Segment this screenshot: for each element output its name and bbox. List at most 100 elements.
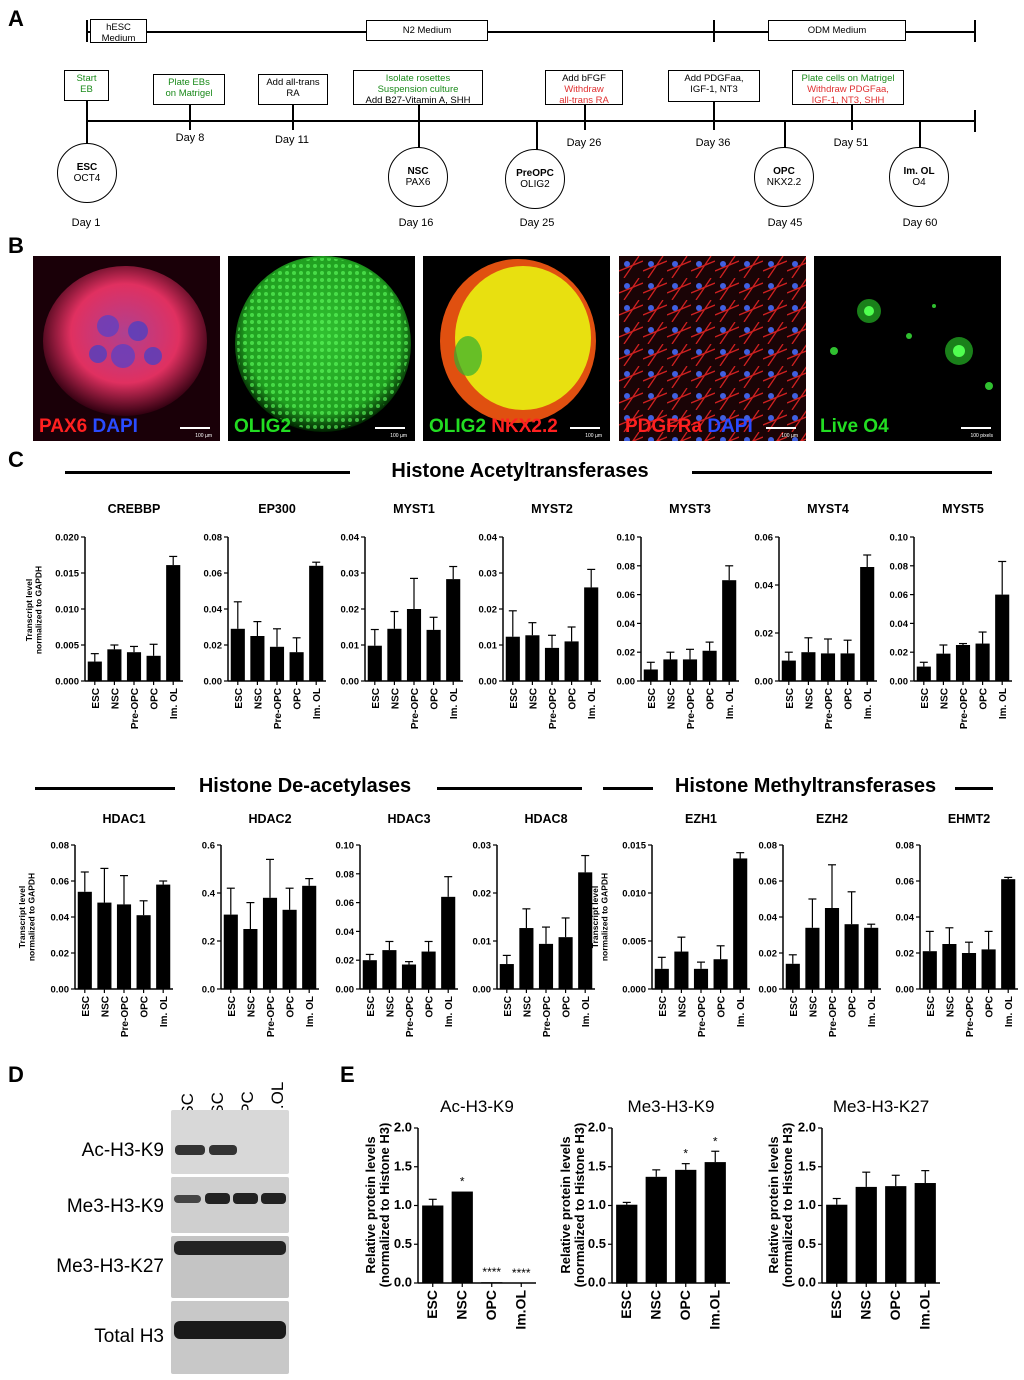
x-tick-label: Pre-OPC xyxy=(405,996,416,1037)
y-tick-label: 0.00 xyxy=(755,677,774,688)
x-tick-label: OPC xyxy=(706,688,717,710)
y-tick-label: 0.02 xyxy=(341,605,360,616)
x-tick-label: OPC xyxy=(568,688,579,710)
x-tick-label: NSC xyxy=(939,688,950,709)
y-tick-label: 0.4 xyxy=(202,889,216,900)
x-tick-label: NSC xyxy=(528,688,539,709)
bar xyxy=(387,628,402,681)
chart-title: Me3-H3-K9 xyxy=(628,1097,715,1116)
micrograph-olig2-image xyxy=(228,256,415,441)
y-tick-label: 0.04 xyxy=(336,927,355,938)
bar xyxy=(805,927,820,989)
x-tick-label: Im. OL xyxy=(169,688,180,719)
y-tick-label: 1.5 xyxy=(798,1158,816,1173)
x-tick-label: NSC xyxy=(647,1290,663,1320)
bar xyxy=(156,884,171,989)
y-tick-label: 0.005 xyxy=(622,937,646,948)
x-tick-label: NSC xyxy=(110,688,121,709)
x-tick-label: ESC xyxy=(509,688,520,709)
y-axis-label: (normalized to Histone H3) xyxy=(572,1123,587,1288)
x-tick-label: Im. OL xyxy=(587,688,598,719)
x-tick-label: Im. OL xyxy=(867,996,878,1027)
y-tick-label: 0.08 xyxy=(896,841,915,852)
scale-bar-text: 100 µm xyxy=(390,433,407,439)
stage-day-opc: Day 45 xyxy=(767,217,803,229)
x-tick-label: ESC xyxy=(658,996,669,1017)
chart-title: CREBBP xyxy=(108,502,161,516)
chart-title: MYST2 xyxy=(531,502,573,516)
y-tick-label: 0.03 xyxy=(341,569,360,580)
y-tick-label: 2.0 xyxy=(394,1120,412,1135)
blot-strip-total-h3 xyxy=(171,1301,289,1374)
micrograph-olig2-nkx22-image xyxy=(423,256,610,441)
bar xyxy=(785,963,800,989)
stage-day-esc: Day 1 xyxy=(71,217,101,229)
x-tick-label: Im. OL xyxy=(312,688,323,719)
y-tick-label: 0.01 xyxy=(479,641,498,652)
bar xyxy=(230,628,245,681)
chart-title: MYST4 xyxy=(807,502,849,516)
y-tick-label: 0.000 xyxy=(622,985,646,996)
y-tick-label: 0.5 xyxy=(588,1236,606,1251)
y-tick-label: 0.08 xyxy=(759,841,778,852)
y-tick-label: 0.02 xyxy=(204,641,223,652)
x-tick-label: Pre-OPC xyxy=(410,688,421,729)
x-tick-label: ESC xyxy=(91,688,102,709)
y-tick-label: 0.0 xyxy=(394,1275,412,1290)
y-tick-label: 0.01 xyxy=(341,641,360,652)
x-tick-label: OPC xyxy=(985,996,996,1018)
x-tick-label: ESC xyxy=(920,688,931,709)
bar xyxy=(914,1183,936,1283)
bar xyxy=(643,669,658,681)
y-tick-label: 0.02 xyxy=(617,648,636,659)
y-tick-label: 0.10 xyxy=(336,841,355,852)
y-tick-label: 0.04 xyxy=(341,533,360,544)
bar xyxy=(916,666,931,681)
bar xyxy=(922,951,937,989)
micrograph-live-o4: Live O4 100 pixels xyxy=(814,256,1001,441)
panel-label-e: E xyxy=(340,1062,355,1087)
y-tick-label: 1.5 xyxy=(394,1158,412,1173)
bar xyxy=(733,858,748,989)
bar xyxy=(302,885,317,989)
bar xyxy=(981,949,996,989)
x-tick-label: Im.OL xyxy=(916,1290,932,1330)
chart-title: Me3-H3-K27 xyxy=(833,1097,929,1116)
panel-label-b: B xyxy=(8,233,24,258)
micrograph-pdgfra-dapi: PDGFRa DAPI 100 µm xyxy=(619,256,806,441)
y-tick-label: 0.06 xyxy=(755,533,774,544)
y-tick-label: 0.5 xyxy=(394,1236,412,1251)
section-title-hmt: Histone Methyltransferases xyxy=(674,775,937,797)
bar xyxy=(505,636,520,681)
micrograph-label: PDGFRa DAPI xyxy=(625,416,753,437)
bar xyxy=(564,641,579,681)
y-axis-label: Relative protein levels xyxy=(363,1136,378,1273)
x-tick-label: Im. OL xyxy=(159,996,170,1027)
step-box-plate-ebs: Plate EBs on Matrigel xyxy=(153,74,225,105)
bar xyxy=(426,629,441,681)
blot-band xyxy=(174,1321,286,1339)
significance-marker: **** xyxy=(512,1266,531,1280)
bar xyxy=(544,647,560,681)
y-tick-label: 0.6 xyxy=(202,841,215,852)
y-axis-label: Relative protein levels xyxy=(558,1136,573,1273)
y-tick-label: 1.0 xyxy=(394,1197,412,1212)
x-tick-label: OPC xyxy=(293,688,304,710)
y-tick-label: 0.02 xyxy=(479,605,498,616)
x-tick-label: NSC xyxy=(945,996,956,1017)
x-tick-label: ESC xyxy=(789,996,800,1017)
x-tick-label: Pre-OPC xyxy=(130,688,141,729)
chart-title: HDAC8 xyxy=(524,812,567,826)
y-tick-label: 0.06 xyxy=(336,898,355,909)
bar xyxy=(382,950,397,989)
y-tick-label: 2.0 xyxy=(798,1120,816,1135)
x-tick-label: Pre-OPC xyxy=(824,688,835,729)
media-box-n2: N2 Medium xyxy=(366,20,488,41)
bar xyxy=(406,609,422,681)
y-tick-label: 0.03 xyxy=(479,569,498,580)
x-tick-label: Pre-OPC xyxy=(959,688,970,729)
chart-title: MYST1 xyxy=(393,502,435,516)
x-tick-label: OPC xyxy=(844,688,855,710)
bar xyxy=(309,565,324,681)
